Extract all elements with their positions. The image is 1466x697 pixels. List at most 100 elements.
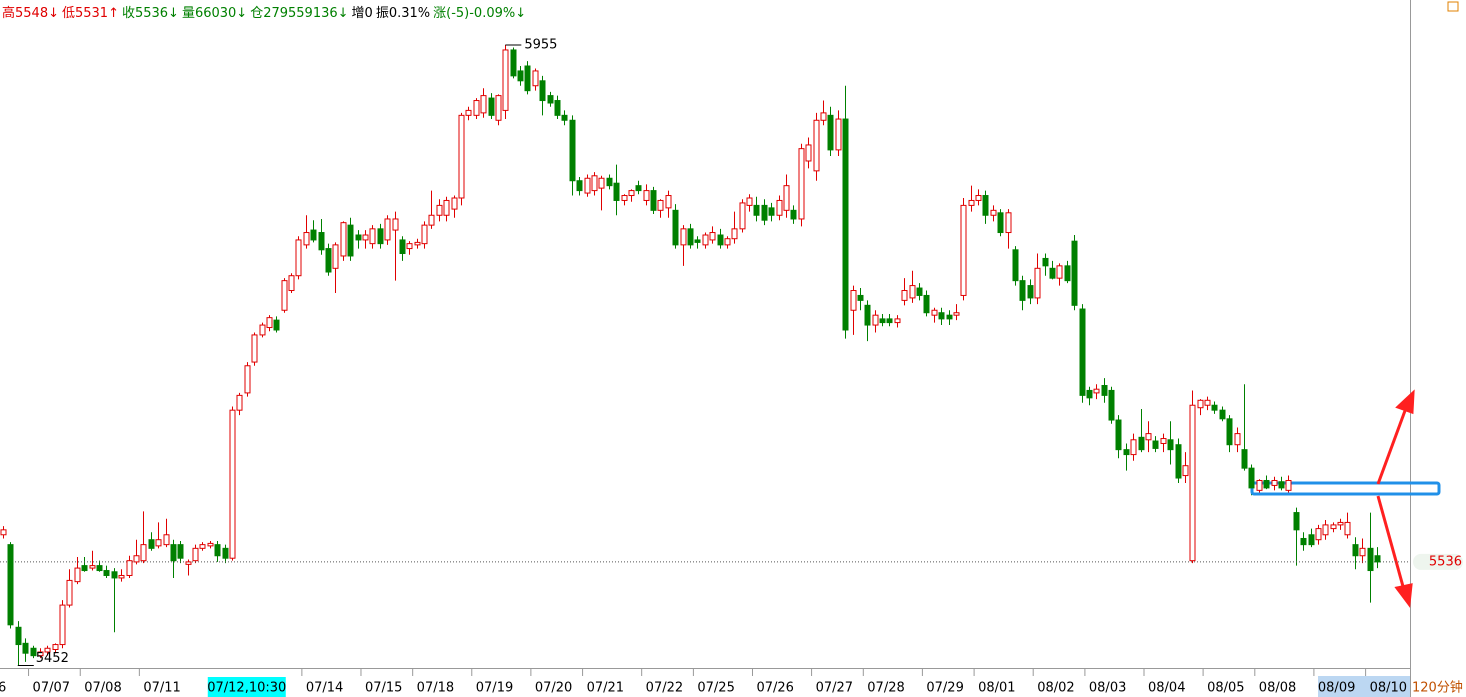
candle-body: [968, 199, 975, 206]
candle-body: [665, 195, 672, 209]
candle-body: [177, 544, 184, 559]
x-tick-label: 07/29: [926, 681, 963, 696]
quote-item: 高5548↓: [2, 6, 59, 21]
x-tick-label: 08/04: [1148, 681, 1185, 696]
crosshair-label-bg: [207, 677, 286, 697]
candle-body: [731, 228, 738, 240]
candle-body: [532, 70, 539, 87]
period-label[interactable]: 120分钟: [1412, 680, 1463, 696]
x-tick-label: 08/10: [1370, 681, 1407, 696]
candle-body: [406, 243, 413, 250]
candle-body: [192, 547, 199, 562]
candle-body: [133, 555, 140, 563]
candle-body: [606, 177, 613, 187]
candle-body: [990, 209, 997, 216]
candle-body: [975, 195, 982, 201]
candle-body: [502, 49, 509, 111]
candle-body: [199, 544, 206, 549]
candle-body: [923, 294, 930, 314]
candle-body: [473, 100, 480, 116]
x-tick-label: 6: [0, 681, 6, 696]
candle-body: [1019, 280, 1026, 301]
x-tick-label: 07/21: [587, 681, 624, 696]
candles: [3, 45, 1378, 666]
candle-body: [687, 228, 694, 246]
candle-body: [340, 222, 347, 257]
candle-body: [1367, 547, 1374, 572]
candle-body: [362, 234, 369, 241]
candle-body: [1330, 524, 1337, 530]
candle-body: [813, 119, 820, 172]
candle-body: [864, 304, 871, 326]
candle-body: [266, 317, 273, 329]
candle-body: [1101, 385, 1108, 396]
candle-body: [332, 244, 339, 269]
candle-body: [118, 574, 125, 579]
candle-body: [295, 239, 302, 277]
x-tick-label: 07/08: [84, 681, 121, 696]
candle-body: [480, 95, 487, 114]
candle-body: [739, 202, 746, 230]
candle-body: [768, 207, 775, 216]
candle-body: [1271, 479, 1278, 486]
candle-body: [835, 118, 842, 151]
candle-body: [1130, 439, 1137, 456]
candle-body: [74, 567, 81, 583]
candle-body: [1241, 449, 1248, 469]
candle-body: [982, 195, 989, 216]
candle-body: [15, 626, 22, 646]
quote-item: 低5531↑: [61, 6, 119, 21]
candle-body: [148, 539, 155, 549]
candle-body: [392, 218, 399, 231]
arrow-head: [1394, 583, 1413, 608]
candle-body: [465, 109, 472, 116]
candle-body: [613, 182, 620, 201]
quote-item: 涨(-5)-0.09%↓: [433, 6, 527, 21]
corner-icon[interactable]: [1447, 1, 1459, 12]
candle-body: [81, 565, 88, 572]
candle-body: [0, 529, 7, 536]
candle-body: [207, 542, 214, 547]
candle-body: [643, 190, 650, 201]
candle-body: [709, 232, 716, 241]
last-price-pill: [1413, 553, 1463, 570]
candle-body: [539, 80, 546, 102]
x-tick-label: 07/20: [535, 681, 572, 696]
candle-body: [628, 190, 635, 197]
candle-body: [1374, 555, 1381, 563]
candle-body: [1219, 409, 1226, 420]
x-tick-label: 08/09: [1318, 681, 1355, 696]
candle-body: [776, 199, 783, 216]
candle-body: [347, 224, 354, 257]
x-tick-label: 07/19: [476, 681, 513, 696]
x-tick-label: 08/05: [1207, 681, 1244, 696]
candle-body: [1308, 534, 1315, 546]
candle-body: [850, 290, 857, 311]
candle-body: [1079, 308, 1086, 396]
candle-body: [1005, 212, 1012, 234]
candle-body: [717, 234, 724, 246]
candle-body: [436, 204, 443, 216]
candle-body: [1359, 547, 1366, 557]
x-tick-label: 07/07: [33, 681, 70, 696]
x-tick-label: 07/15: [365, 681, 402, 696]
candle-body: [1042, 257, 1049, 267]
x-tick-label: 07/14: [306, 681, 343, 696]
candle-body: [524, 65, 531, 92]
candle-body: [1315, 528, 1322, 541]
candle-body: [1352, 544, 1359, 557]
candle-body: [37, 651, 44, 657]
candle-body: [310, 229, 317, 241]
candle-body: [488, 97, 495, 116]
candle-body: [170, 544, 177, 562]
candle-body: [1086, 389, 1093, 399]
candle-body: [1278, 481, 1285, 489]
arrow-down: [1376, 495, 1406, 591]
candle-body: [1234, 433, 1241, 446]
x-tick-label: 07/25: [697, 681, 734, 696]
candle-body: [1211, 404, 1218, 411]
candle-body: [103, 570, 110, 576]
crosshair-label: 07/12,10:30: [207, 681, 286, 696]
